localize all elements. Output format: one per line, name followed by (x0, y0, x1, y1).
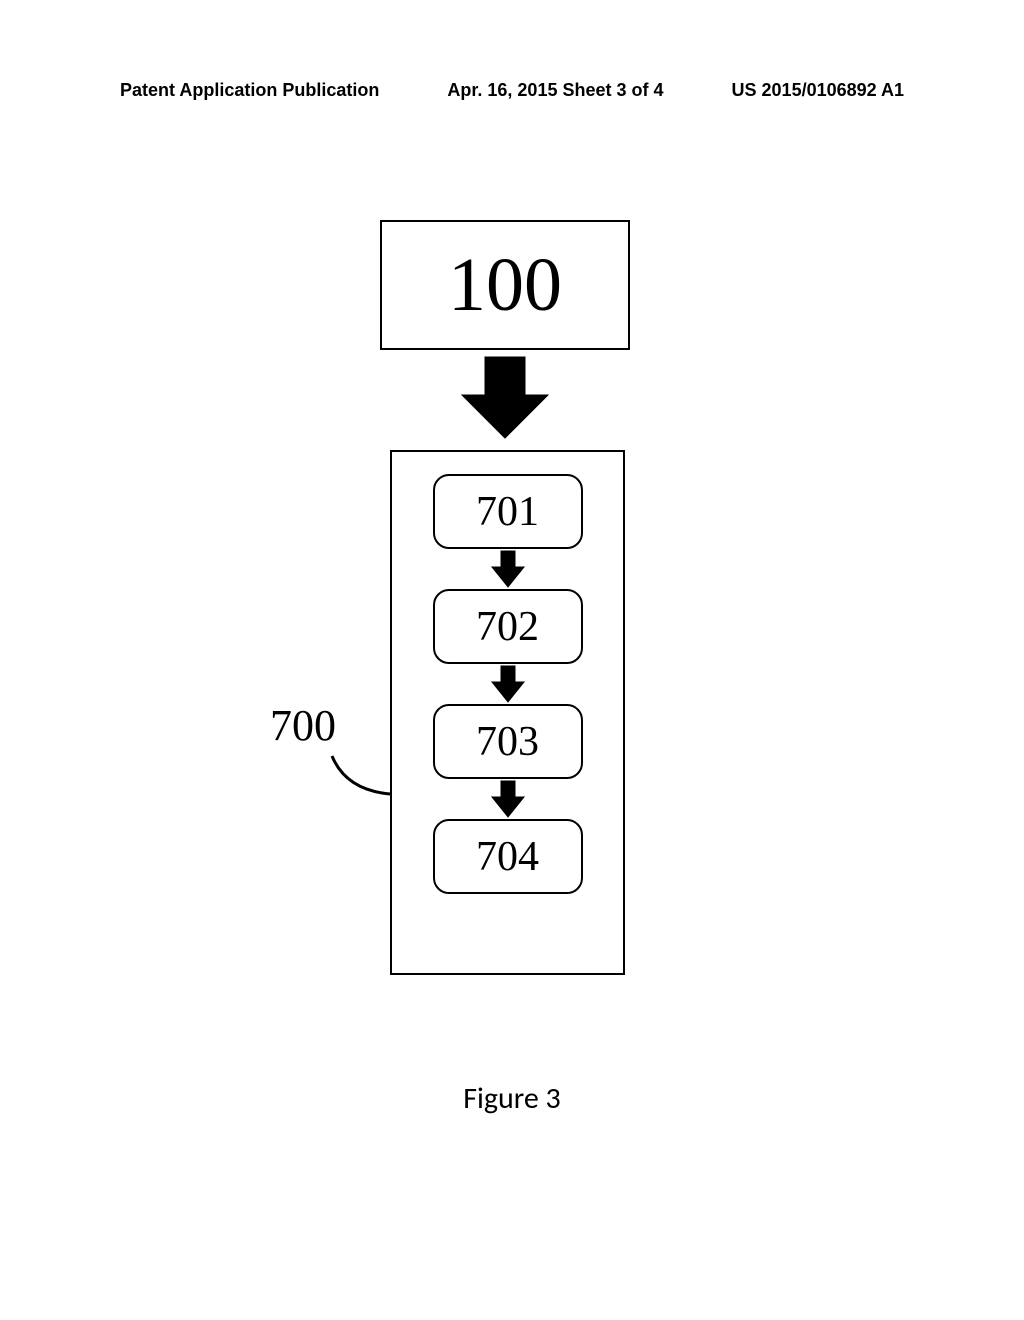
big-down-arrow-icon (460, 355, 550, 440)
page-header: Patent Application Publication Apr. 16, … (0, 80, 1024, 101)
step-label: 702 (476, 603, 539, 651)
container-label-text: 700 (270, 701, 336, 750)
step-label: 703 (476, 718, 539, 766)
caption-text: Figure 3 (463, 1080, 561, 1117)
top-box-label: 100 (448, 242, 562, 329)
flowchart-step-704: 704 (433, 819, 583, 894)
step-label: 704 (476, 833, 539, 881)
flowchart-step-701: 701 (433, 474, 583, 549)
flowchart-step-703: 703 (433, 704, 583, 779)
leader-line-icon (326, 754, 392, 798)
flowchart-diagram: 100 700 701 702 703 704 (0, 220, 1024, 1050)
header-right: US 2015/0106892 A1 (732, 80, 904, 101)
small-down-arrow-icon (490, 779, 526, 819)
small-down-arrow-icon (490, 549, 526, 589)
header-center: Apr. 16, 2015 Sheet 3 of 4 (447, 80, 663, 101)
step-label: 701 (476, 488, 539, 536)
figure-caption: Figure 3 (0, 1080, 1024, 1117)
flowchart-top-box: 100 (380, 220, 630, 350)
small-down-arrow-icon (490, 664, 526, 704)
header-left: Patent Application Publication (120, 80, 379, 101)
flowchart-container-700: 701 702 703 704 (390, 450, 625, 975)
container-reference-label: 700 (270, 700, 336, 751)
flowchart-step-702: 702 (433, 589, 583, 664)
